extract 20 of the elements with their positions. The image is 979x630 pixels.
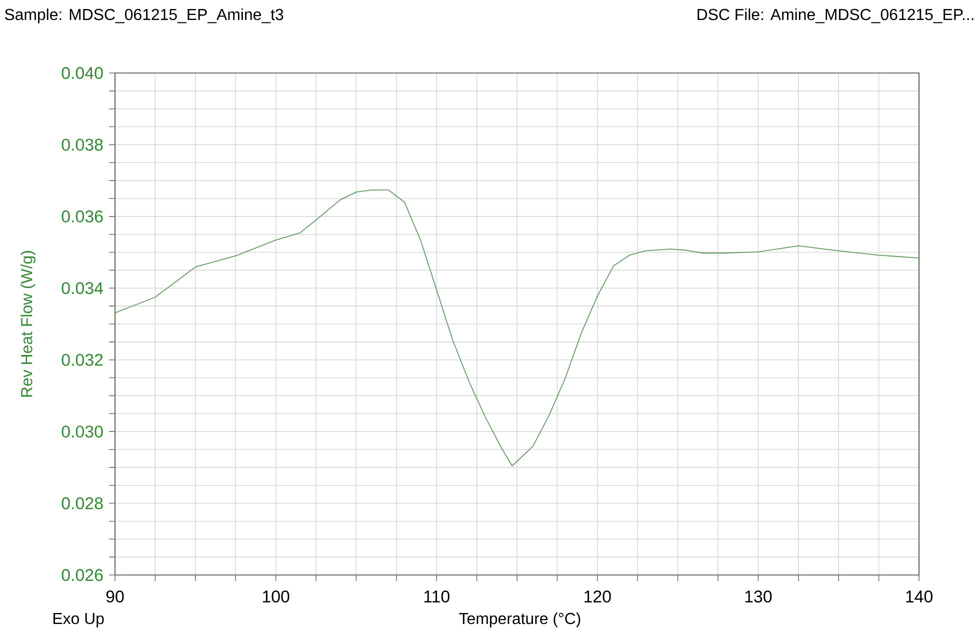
text: Sample: MDSC_061215_EP_Amine_t3 [4, 8, 284, 24]
y-tick-label: 0.034 [62, 282, 103, 294]
x-tick-label: 120 [584, 590, 611, 603]
y-tick-label: 0.040 [62, 66, 103, 79]
y-axis-title: Rev Heat Flow (W/g) [20, 251, 36, 397]
y-tick-label: 0.032 [62, 354, 103, 366]
y-tick-label: 0.038 [62, 138, 103, 151]
x-tick-label: 100 [262, 590, 290, 603]
y-tick-label: 0.030 [62, 426, 103, 438]
x-tick-label: 110 [424, 590, 450, 603]
x-tick-label: 90 [106, 590, 124, 603]
x-tick-label: 140 [906, 590, 932, 603]
x-tick-label: 130 [745, 590, 772, 603]
text: DSC File: Amine_MDSC_061215_EP... [698, 8, 974, 24]
text: Exo Up [54, 613, 104, 628]
y-tick-label: 0.036 [62, 210, 103, 222]
x-axis-title: Temperature (°C) [459, 612, 580, 628]
y-tick-label: 0.026 [62, 569, 103, 581]
line-series [114, 189, 920, 466]
y-tick-label: 0.028 [62, 497, 103, 510]
